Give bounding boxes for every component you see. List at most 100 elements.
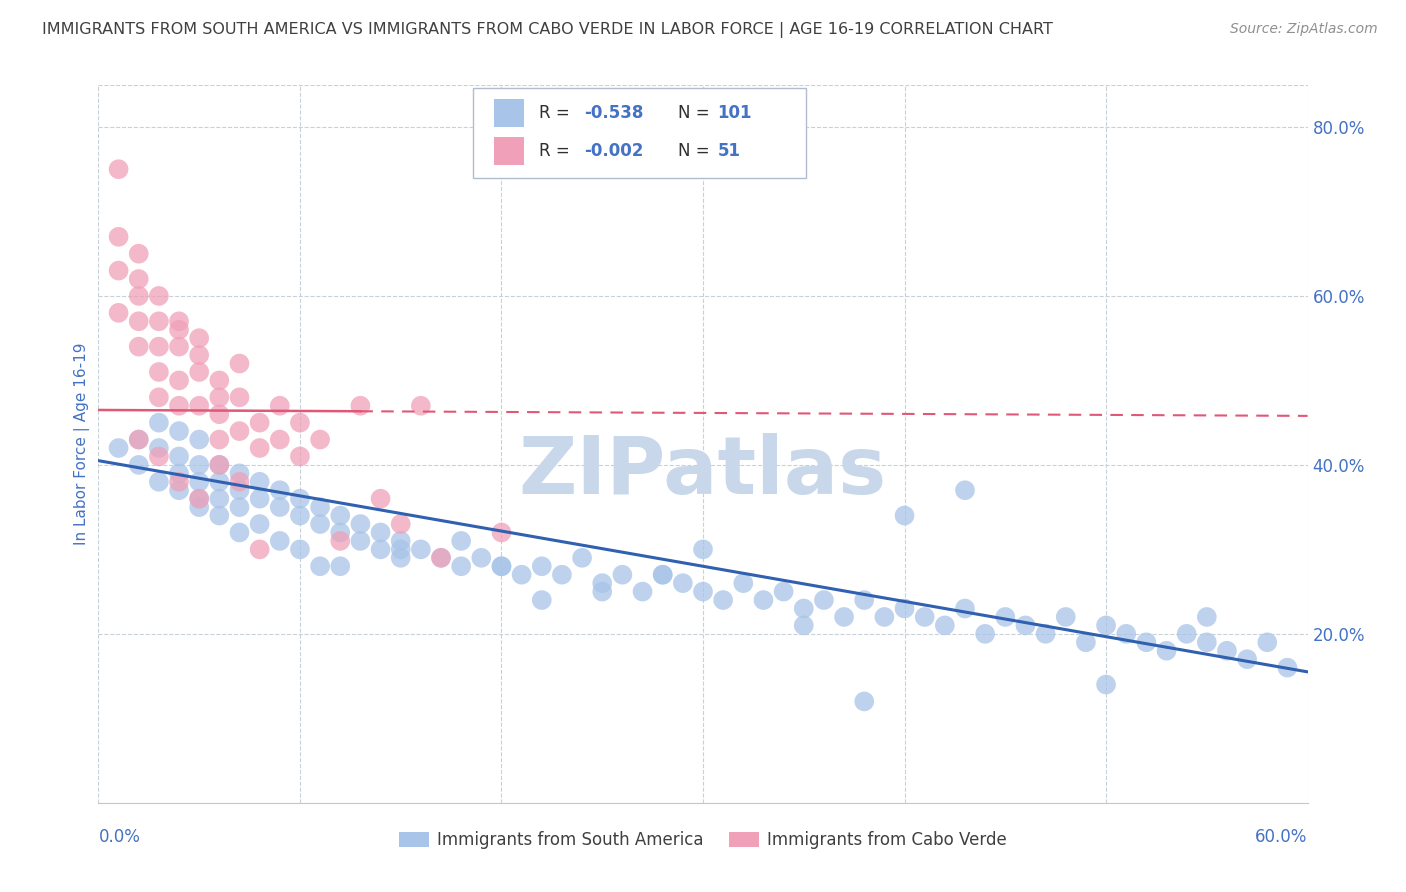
Point <box>228 424 250 438</box>
Point <box>249 491 271 506</box>
Point <box>228 357 250 371</box>
Point <box>813 593 835 607</box>
Point <box>188 365 211 379</box>
Legend: Immigrants from South America, Immigrants from Cabo Verde: Immigrants from South America, Immigrant… <box>392 824 1014 855</box>
Text: 60.0%: 60.0% <box>1256 829 1308 847</box>
Point <box>288 416 311 430</box>
Point <box>349 516 371 531</box>
Text: N =: N = <box>678 104 709 122</box>
Point <box>148 390 170 404</box>
Point <box>1195 610 1218 624</box>
Point <box>148 450 170 464</box>
Point <box>853 694 876 708</box>
Point <box>1014 618 1036 632</box>
Point <box>188 399 211 413</box>
Point <box>148 475 170 489</box>
Point <box>167 314 190 328</box>
Text: Source: ZipAtlas.com: Source: ZipAtlas.com <box>1230 22 1378 37</box>
Text: -0.538: -0.538 <box>585 104 644 122</box>
Point <box>128 433 150 447</box>
Point <box>148 314 170 328</box>
Point <box>994 610 1017 624</box>
Point <box>128 272 150 286</box>
Bar <box>494 99 524 127</box>
Point <box>167 475 190 489</box>
Point <box>188 331 211 345</box>
Point <box>249 416 271 430</box>
Point <box>389 550 412 565</box>
Point <box>269 500 291 515</box>
Point <box>329 525 352 540</box>
Point <box>128 433 150 447</box>
Point <box>167 323 190 337</box>
Point <box>349 533 371 548</box>
Point <box>228 390 250 404</box>
Point <box>1035 627 1057 641</box>
Point <box>1074 635 1097 649</box>
Point <box>228 500 250 515</box>
Point <box>329 533 352 548</box>
Point <box>148 289 170 303</box>
Point <box>107 229 129 244</box>
Point <box>692 542 714 557</box>
Point <box>793 618 815 632</box>
Point <box>309 500 332 515</box>
Point <box>1054 610 1077 624</box>
Point <box>530 593 553 607</box>
Point <box>309 559 332 574</box>
Point <box>1115 627 1137 641</box>
Point <box>1236 652 1258 666</box>
Point <box>167 340 190 354</box>
Point <box>1256 635 1278 649</box>
Point <box>672 576 695 591</box>
Point <box>612 567 634 582</box>
Point <box>128 458 150 472</box>
Text: 101: 101 <box>717 104 752 122</box>
Point <box>370 525 392 540</box>
Point <box>249 516 271 531</box>
Point <box>188 500 211 515</box>
Point <box>167 467 190 481</box>
Point <box>510 567 533 582</box>
Point <box>208 458 231 472</box>
Point <box>249 475 271 489</box>
Point <box>167 399 190 413</box>
Point <box>128 289 150 303</box>
Point <box>148 441 170 455</box>
Point <box>249 542 271 557</box>
Point <box>288 508 311 523</box>
Point <box>1156 644 1178 658</box>
Point <box>208 433 231 447</box>
Point <box>651 567 673 582</box>
Point <box>228 467 250 481</box>
Point <box>370 542 392 557</box>
Point <box>591 576 613 591</box>
Point <box>167 373 190 387</box>
Point <box>167 424 190 438</box>
Point <box>491 559 513 574</box>
Point <box>692 584 714 599</box>
Point <box>329 508 352 523</box>
Point <box>228 475 250 489</box>
Point <box>1095 618 1118 632</box>
Point <box>148 416 170 430</box>
Point <box>551 567 574 582</box>
Point <box>1175 627 1198 641</box>
Point <box>107 162 129 177</box>
Text: N =: N = <box>678 142 709 160</box>
Point <box>148 340 170 354</box>
Point <box>269 483 291 498</box>
Point <box>873 610 896 624</box>
Text: IMMIGRANTS FROM SOUTH AMERICA VS IMMIGRANTS FROM CABO VERDE IN LABOR FORCE | AGE: IMMIGRANTS FROM SOUTH AMERICA VS IMMIGRA… <box>42 22 1053 38</box>
Point <box>893 601 915 615</box>
Point <box>389 533 412 548</box>
Text: -0.002: -0.002 <box>585 142 644 160</box>
Point <box>1195 635 1218 649</box>
Text: R =: R = <box>538 104 569 122</box>
Point <box>107 263 129 277</box>
Point <box>148 365 170 379</box>
Point <box>389 542 412 557</box>
Text: 0.0%: 0.0% <box>98 829 141 847</box>
Point <box>167 483 190 498</box>
Point <box>470 550 492 565</box>
